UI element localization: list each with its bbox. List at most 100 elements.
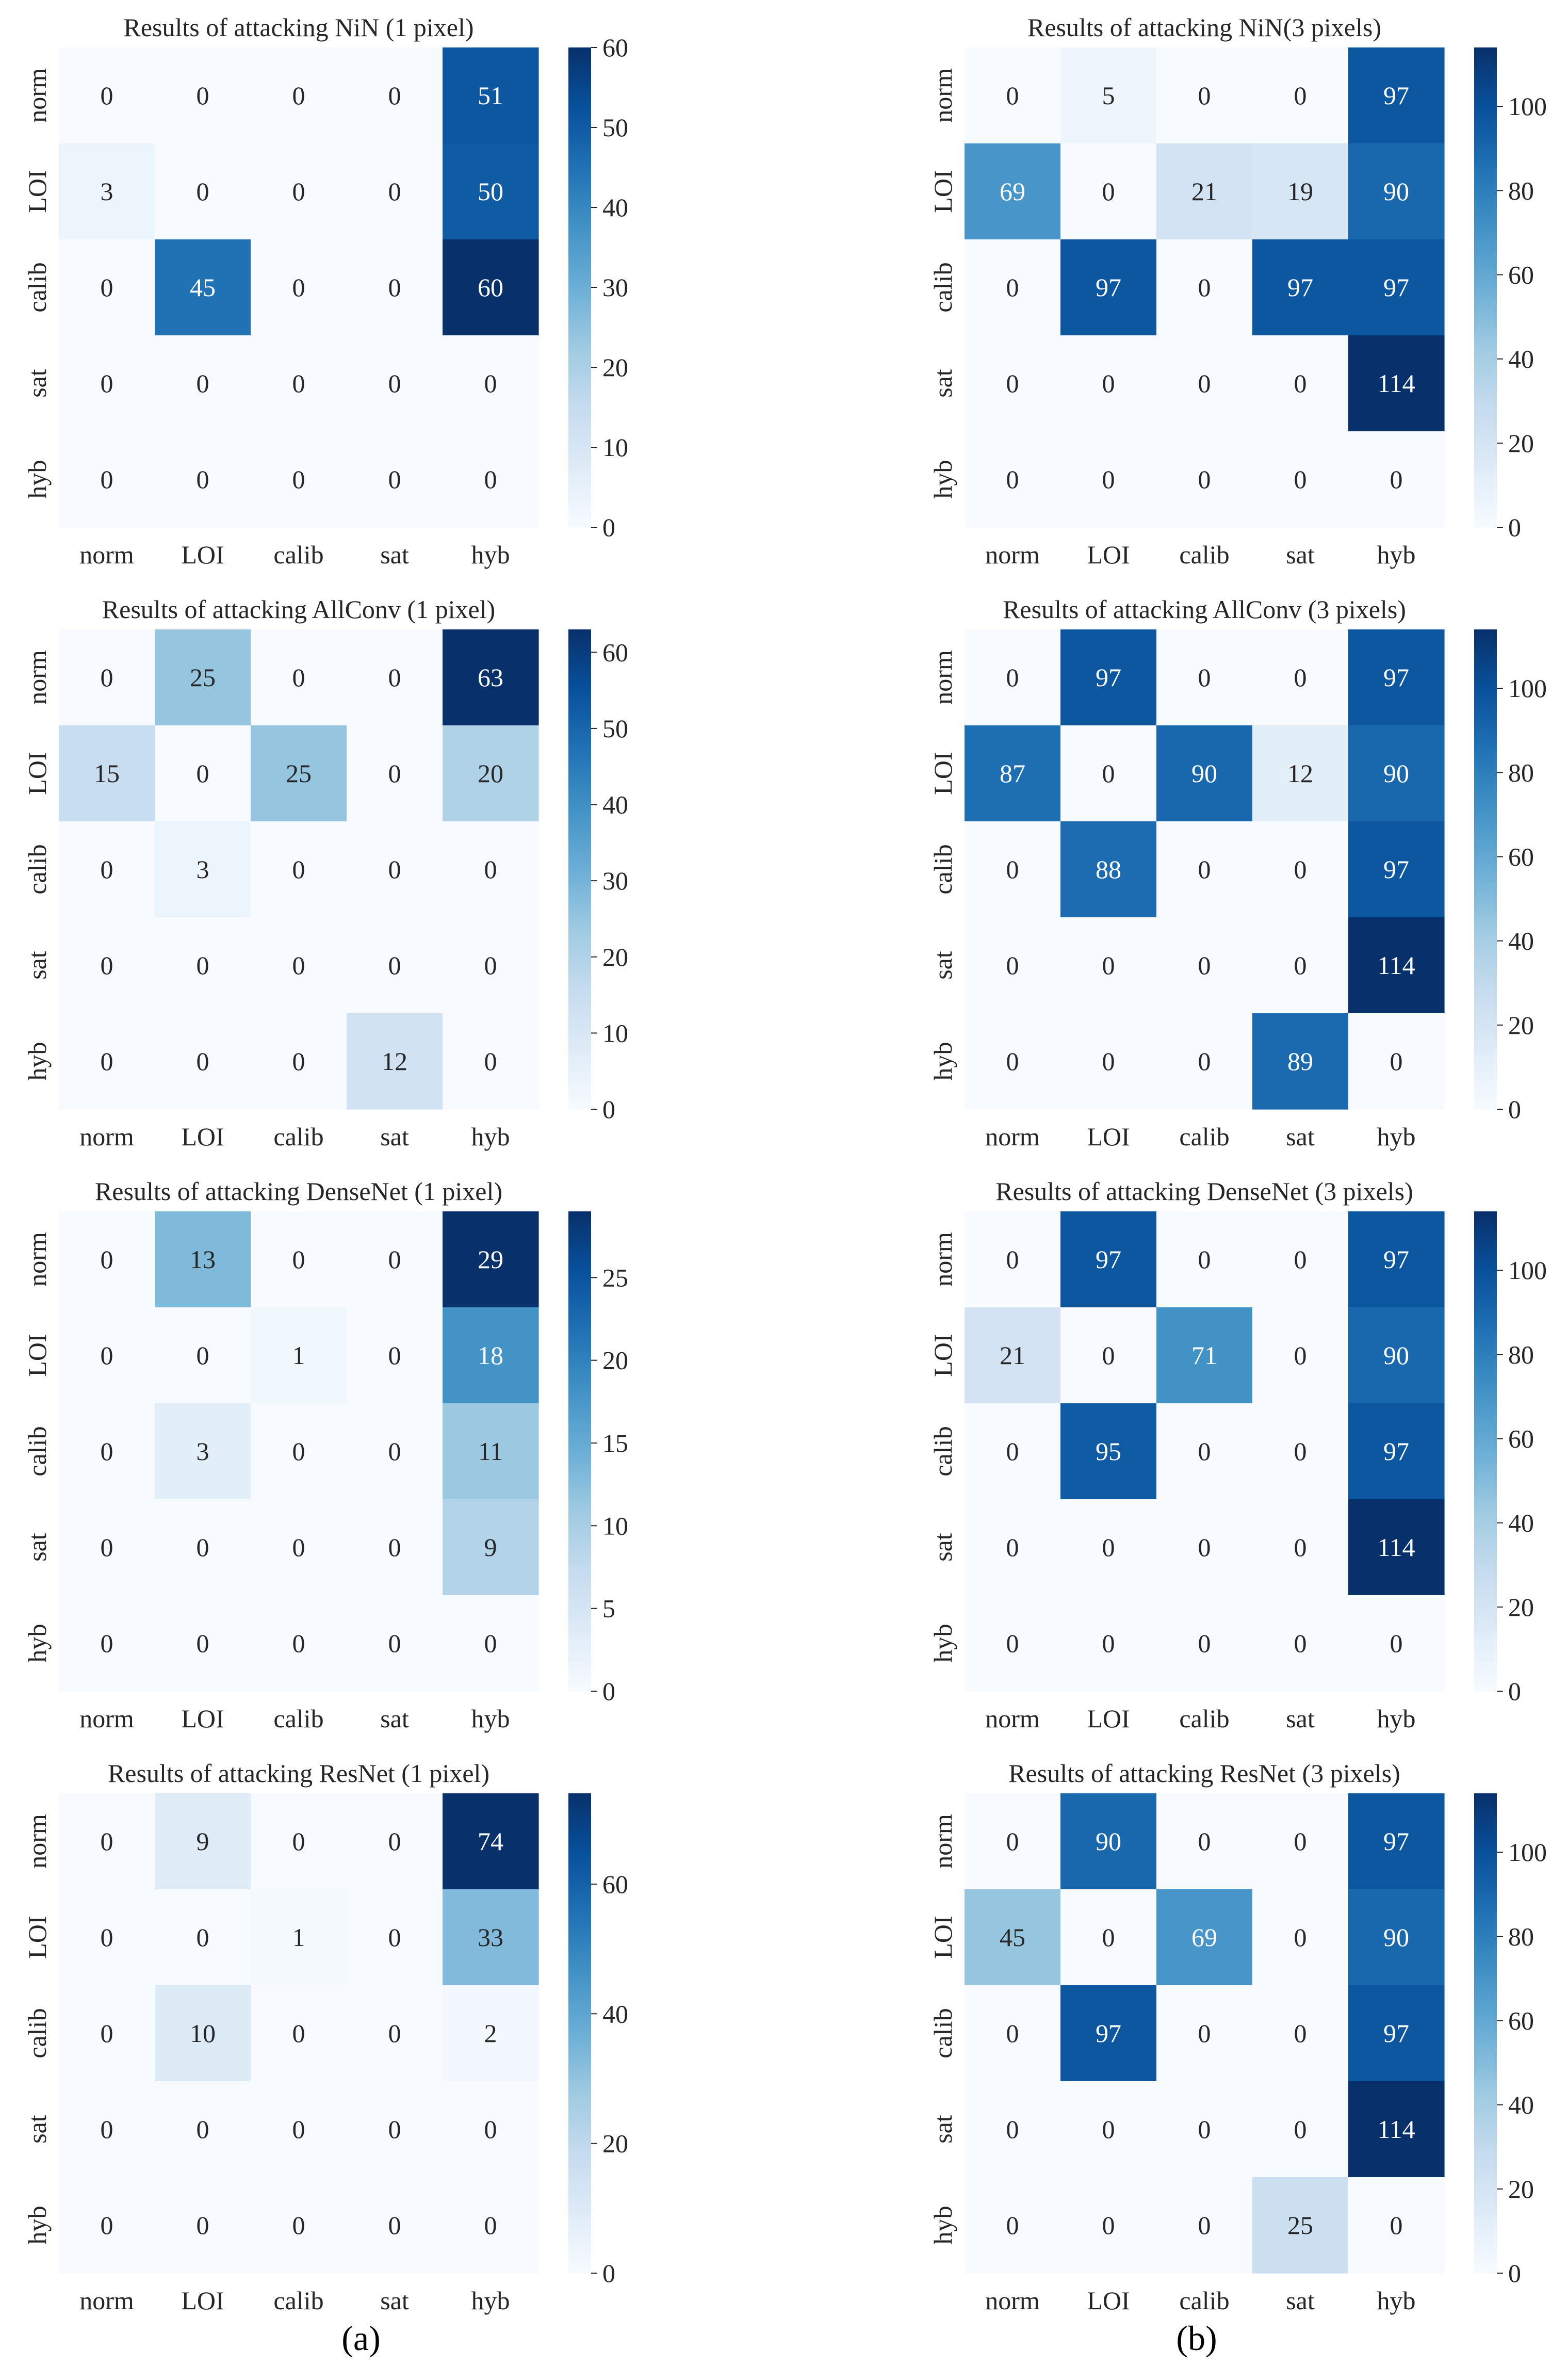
chart-5-cell-calib-norm <box>59 1403 155 1500</box>
chart-7-colorbar <box>568 1793 591 2273</box>
chart-8-colorbar-tick-label: 100 <box>1508 1838 1547 1867</box>
chart-3-cell-hyb-sat <box>347 1013 443 1110</box>
chart-3-ytick-label: sat <box>23 951 52 980</box>
chart-4-ytick-label: calib <box>928 844 957 894</box>
chart-7-colorbar-tick-label: 40 <box>602 1999 628 2028</box>
chart-5-colorbar-tick-label: 20 <box>602 1346 628 1375</box>
chart-1-cell-calib-loi <box>155 239 251 336</box>
chart-7-cell-label: 33 <box>478 1923 503 1952</box>
chart-6-cell-label: 0 <box>1006 1437 1019 1466</box>
chart-7-colorbar-tick-label: 0 <box>602 2259 615 2288</box>
chart-4-cell-calib-norm <box>965 821 1061 918</box>
chart-7-cell-calib-norm <box>59 1985 155 2082</box>
chart-6-cell-label: 97 <box>1096 1245 1121 1274</box>
chart-5-cell-label: 0 <box>101 1629 113 1658</box>
chart-6-cell-label: 0 <box>1102 1629 1115 1658</box>
chart-8-colorbar-tick-label: 0 <box>1508 2259 1521 2288</box>
chart-1-xtick-label: calib <box>273 540 323 569</box>
chart-7-xtick-label: norm <box>79 2286 134 2315</box>
chart-5-xtick-label: calib <box>273 1704 323 1733</box>
chart-8-cell-label: 0 <box>1294 2019 1307 2048</box>
chart-3-xtick-label: sat <box>380 1122 409 1151</box>
chart-8-cell-label: 0 <box>1006 2115 1019 2144</box>
chart-4-cell-hyb-sat <box>1252 1013 1349 1110</box>
chart-4-cell-calib-hyb <box>1348 821 1445 918</box>
chart-8: Results of attacking ResNet (3 pixels) 0 9… <box>928 1759 1547 2315</box>
chart-1-cell-calib-norm <box>59 239 155 336</box>
chart-6-cell-sat-loi <box>1060 1499 1157 1596</box>
chart-3-cell-label: 0 <box>484 1047 497 1076</box>
chart-6-ytick-label: sat <box>928 1533 957 1562</box>
chart-5-cell-norm-sat <box>347 1211 443 1308</box>
chart-1-cell-loi-sat <box>347 143 443 240</box>
chart-4-xtick-label: LOI <box>1087 1122 1130 1151</box>
chart-5-cell-label: 11 <box>478 1437 503 1466</box>
chart-2-ytick-label: hyb <box>928 460 957 499</box>
chart-7: Results of attacking ResNet (1 pixel) 0 9 0… <box>23 1759 628 2315</box>
chart-3-cell-label: 0 <box>292 663 305 692</box>
chart-1-cell-sat-sat <box>347 335 443 432</box>
chart-2-cell-loi-sat <box>1252 143 1349 240</box>
chart-4-cell-loi-sat <box>1252 725 1349 822</box>
chart-6-ytick-label: hyb <box>928 1624 957 1663</box>
chart-2-cell-label: 97 <box>1096 273 1121 302</box>
chart-6-ytick-label: LOI <box>928 1334 957 1376</box>
chart-4-cell-label: 0 <box>1390 1047 1403 1076</box>
chart-1-cell-label: 0 <box>292 465 305 494</box>
chart-2-cell-calib-sat <box>1252 239 1349 336</box>
chart-3-cell-label: 0 <box>101 1047 113 1076</box>
chart-8-cell-loi-sat <box>1252 1889 1349 1986</box>
chart-4-cell-hyb-hyb <box>1348 1013 1445 1110</box>
chart-2-cell-label: 69 <box>1000 177 1025 206</box>
chart-8-cell-label: 90 <box>1383 1923 1409 1952</box>
chart-7-cell-sat-norm <box>59 2081 155 2178</box>
chart-5-cell-label: 0 <box>292 1629 305 1658</box>
chart-2-colorbar <box>1474 47 1497 527</box>
chart-2-cell-hyb-hyb <box>1348 431 1445 528</box>
chart-2-cell-calib-loi <box>1060 239 1157 336</box>
chart-6: Results of attacking DenseNet (3 pixels)… <box>928 1177 1547 1733</box>
chart-1-ytick-label: calib <box>23 262 52 312</box>
chart-6-cell-loi-calib <box>1156 1307 1253 1404</box>
chart-2: Results of attacking NiN(3 pixels) 0 5 0 0 97… <box>928 13 1547 569</box>
chart-8-cell-sat-calib <box>1156 2081 1253 2178</box>
chart-3-cell-label: 0 <box>484 855 497 884</box>
chart-5-xtick-label: sat <box>380 1704 409 1733</box>
chart-1-colorbar-tick-label: 60 <box>602 33 628 62</box>
chart-8-cell-label: 0 <box>1006 2019 1019 2048</box>
chart-1-cell-loi-loi <box>155 143 251 240</box>
chart-2-cell-label: 0 <box>1006 273 1019 302</box>
chart-1-cell-norm-loi <box>155 47 251 144</box>
chart-4-xtick-label: norm <box>985 1122 1040 1151</box>
chart-8-cell-calib-hyb <box>1348 1985 1445 2082</box>
chart-3-cell-loi-loi <box>155 725 251 822</box>
chart-2-cell-label: 0 <box>1102 465 1115 494</box>
chart-8-cell-loi-norm <box>965 1889 1061 1986</box>
chart-7-cell-label: 0 <box>484 2211 497 2240</box>
chart-5-cell-label: 29 <box>478 1245 503 1274</box>
chart-3-cell-hyb-hyb <box>443 1013 539 1110</box>
chart-1-cell-loi-norm <box>59 143 155 240</box>
chart-3-cell-sat-calib <box>251 917 347 1014</box>
chart-4-cell-label: 0 <box>1006 951 1019 980</box>
chart-3-cell-label: 0 <box>101 951 113 980</box>
chart-7-cell-label: 1 <box>292 1923 305 1952</box>
chart-4-cell-label: 0 <box>1006 855 1019 884</box>
chart-2-cell-label: 19 <box>1287 177 1313 206</box>
chart-5-colorbar-tick-label: 5 <box>602 1594 615 1623</box>
chart-1-cell-sat-hyb <box>443 335 539 432</box>
chart-3-cell-calib-calib <box>251 821 347 918</box>
chart-1-cell-hyb-calib <box>251 431 347 528</box>
chart-2-cell-sat-hyb <box>1348 335 1445 432</box>
chart-3-cell-label: 0 <box>292 951 305 980</box>
chart-5-cell-label: 0 <box>292 1533 305 1562</box>
chart-3-ytick-label: hyb <box>23 1042 52 1081</box>
chart-3: Results of attacking AllConv (1 pixel) 0 2… <box>23 595 628 1151</box>
chart-4-cell-hyb-norm <box>965 1013 1061 1110</box>
chart-3-cell-loi-calib <box>251 725 347 822</box>
chart-2-cell-label: 114 <box>1377 369 1415 398</box>
chart-6-colorbar-tick-label: 40 <box>1508 1509 1534 1537</box>
chart-8-cell-label: 0 <box>1198 2019 1211 2048</box>
chart-2-title: Results of attacking NiN(3 pixels) <box>1027 13 1381 42</box>
